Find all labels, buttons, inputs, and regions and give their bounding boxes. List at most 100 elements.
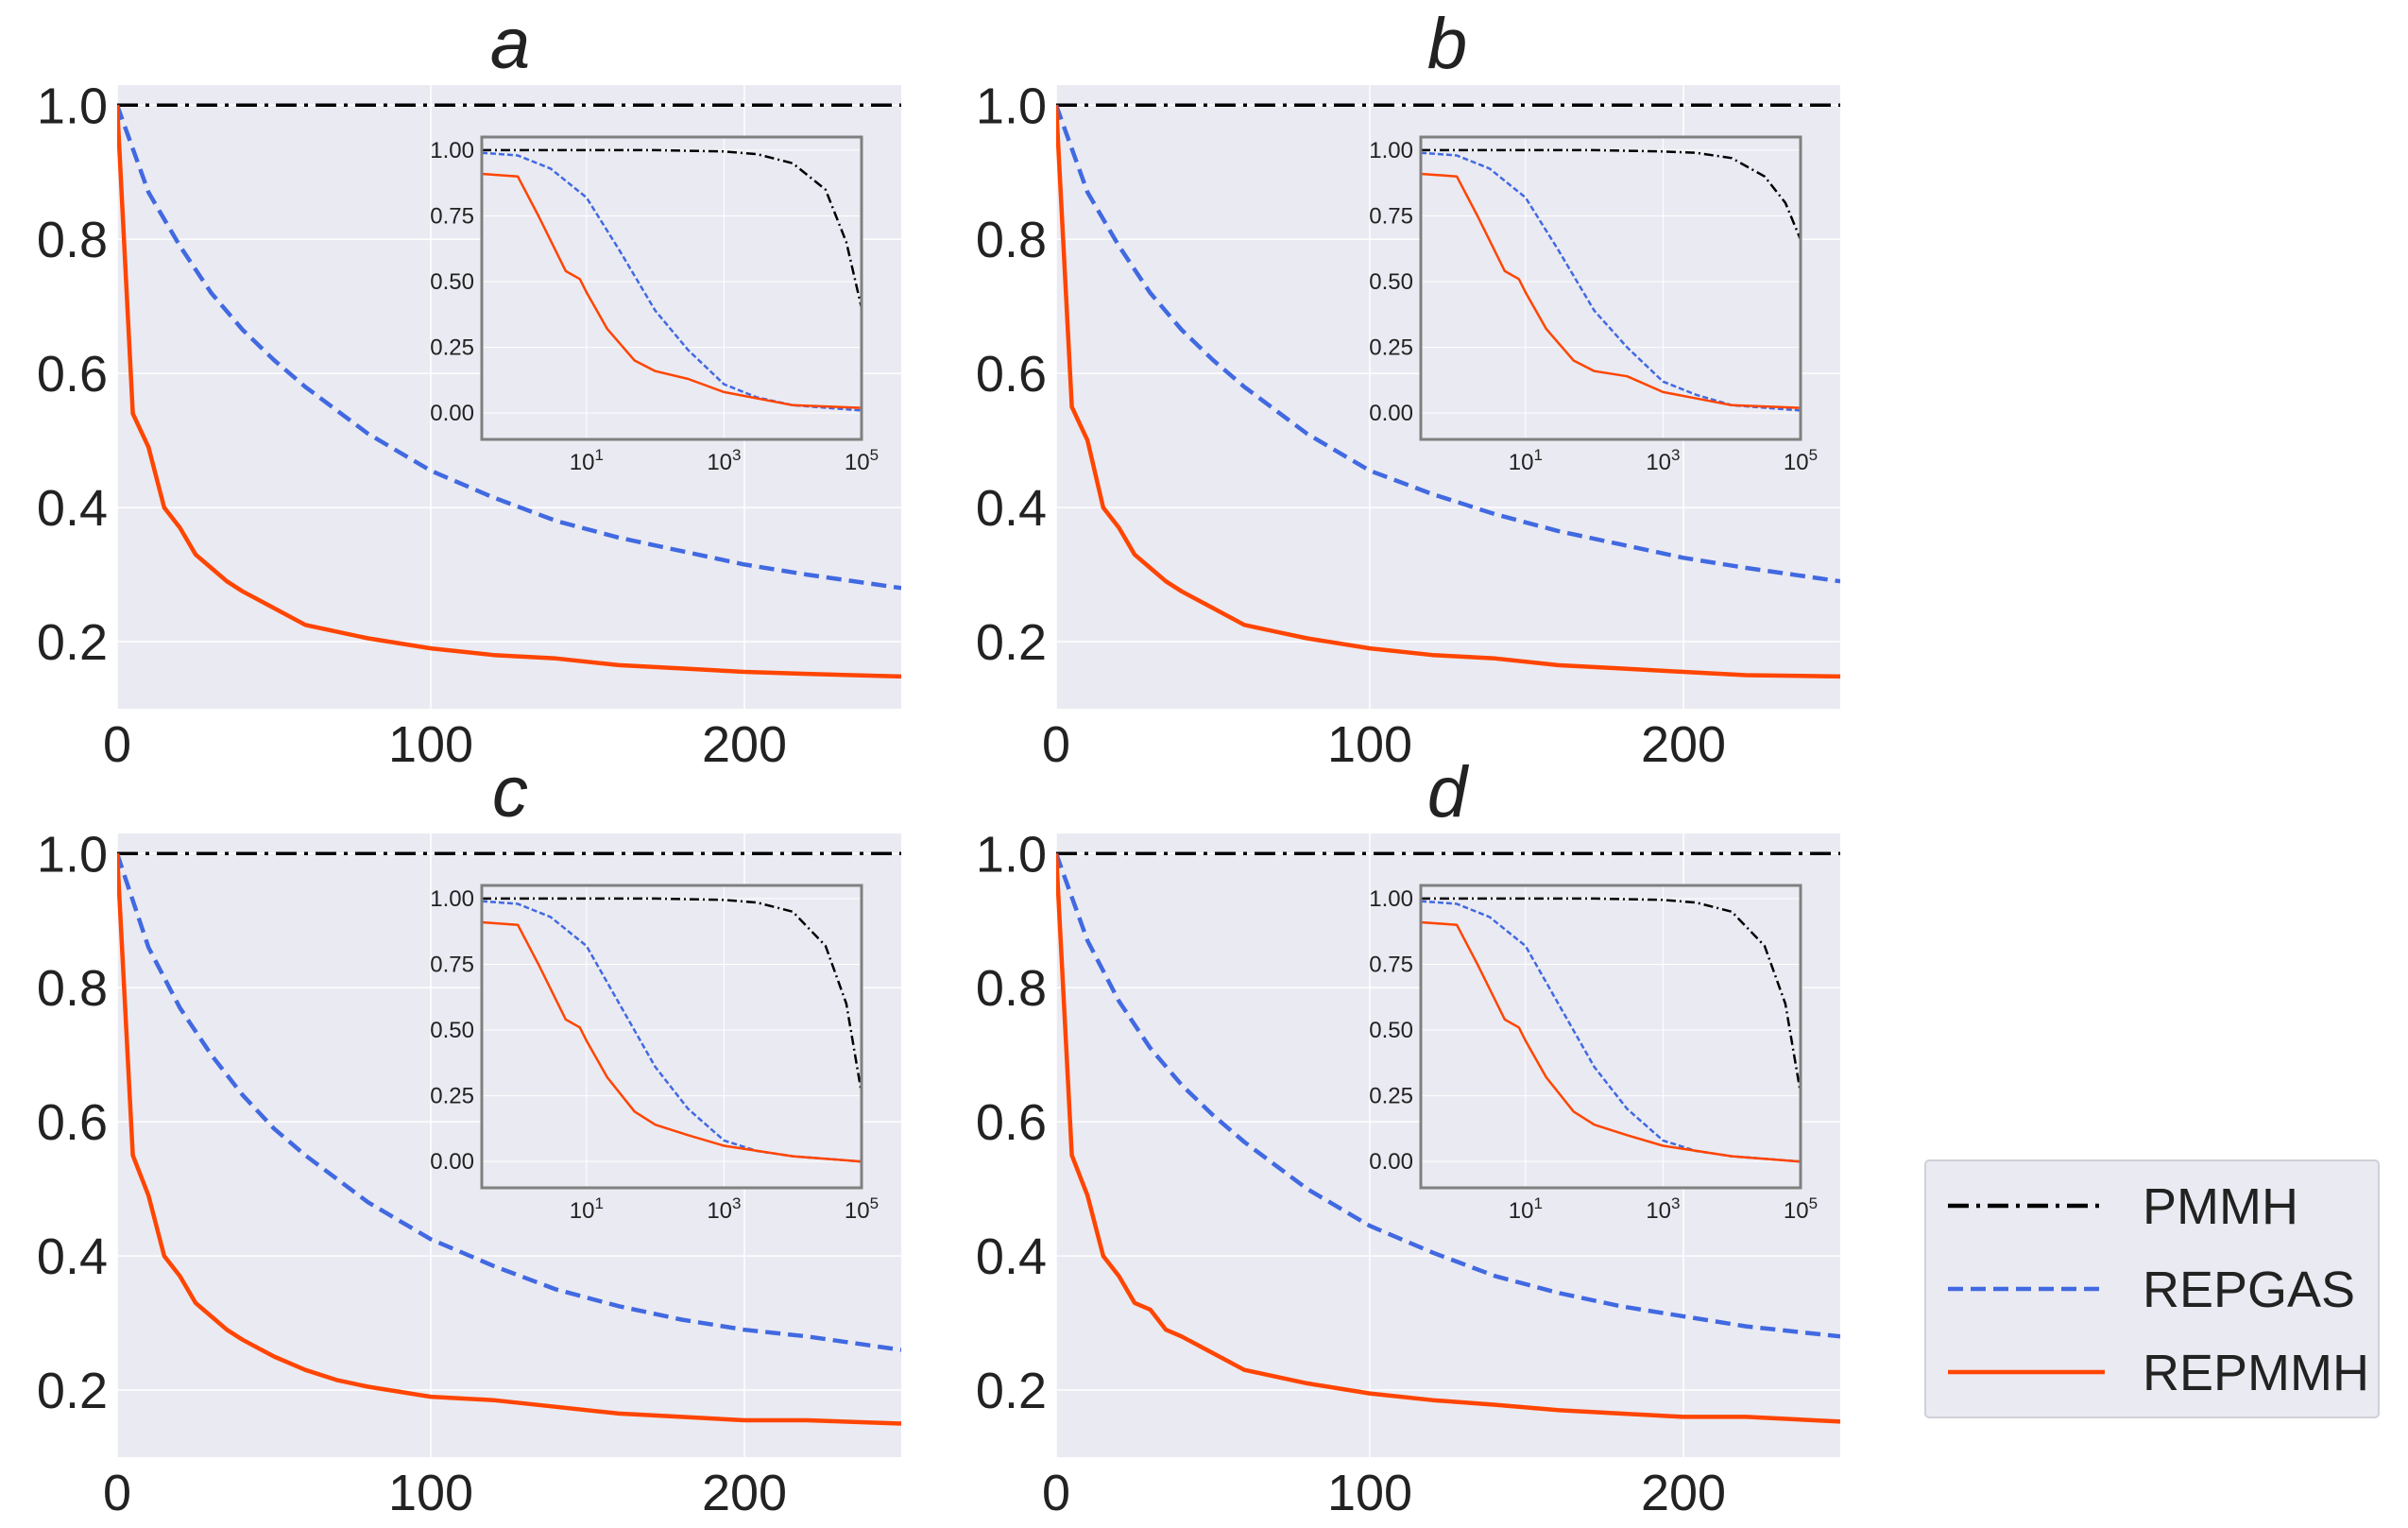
inset-y-tick-label: 0.75: [1369, 203, 1413, 229]
inset-frame: [480, 135, 863, 441]
inset-y-tick-label: 0.00: [430, 401, 474, 426]
inset-y-tick-label: 1.00: [430, 138, 474, 163]
inset-y-tick-label: 0.25: [430, 335, 474, 361]
inset-plot: 0.00 0.25 0.50 0.75 1.00 101 103 105: [1369, 884, 1818, 1224]
inset-y-tick-label: 0.00: [430, 1149, 474, 1175]
inset-x-tick-label: 103: [707, 1194, 741, 1224]
inset-plot: 0.00 0.25 0.50 0.75 1.00 101 103 105: [430, 135, 879, 475]
y-tick-label: 1.0: [976, 826, 1047, 883]
inset-y-tick-label: 0.75: [1369, 952, 1413, 977]
x-tick-label: 0: [1042, 716, 1070, 773]
inset-series-group: [482, 148, 862, 412]
y-tick-label: 0.8: [976, 960, 1047, 1017]
inset-y-tick-label: 0.25: [430, 1084, 474, 1109]
legend: PMMH REPGAS REPMMH: [1924, 1159, 2380, 1418]
inset-series-line-repmmh: [482, 920, 862, 1163]
inset-frame: [1419, 884, 1802, 1190]
y-tick-label: 0.6: [976, 1094, 1047, 1151]
x-tick-label: 200: [1641, 716, 1726, 773]
inset-x-tick-label: 101: [570, 1194, 604, 1224]
panel-a: a 0 100 200 0.2 0.4 0.6 0.8 1.0 0.00 0.25 0.50 0.75 1…: [37, 4, 901, 773]
inset-x-tick-label: 101: [1509, 446, 1543, 475]
legend-label-repgas: REPGAS: [2143, 1262, 2355, 1318]
y-tick-label: 0.6: [37, 1094, 108, 1151]
y-tick-label: 0.2: [37, 1363, 108, 1419]
inset-x-tick-label: 103: [1646, 446, 1680, 475]
legend-label-repmmh: REPMMH: [2143, 1345, 2369, 1401]
x-tick-label: 200: [1641, 1465, 1726, 1521]
inset-x-tick-label: 105: [1784, 446, 1818, 475]
inset-y-tick-label: 1.00: [1369, 886, 1413, 912]
panel-b: b 0 100 200 0.2 0.4 0.6 0.8 1.0 0.00 0.25 0.50 0.75 1…: [976, 4, 1840, 773]
inset-x-tick-label: 101: [1509, 1194, 1543, 1224]
panel-d: d 0 100 200 0.2 0.4 0.6 0.8 1.0 0.00 0.25 0.50 0.75 1…: [976, 752, 1840, 1521]
y-tick-label: 0.8: [37, 212, 108, 268]
inset-y-tick-label: 0.00: [1369, 401, 1413, 426]
inset-x-tick-label: 103: [707, 446, 741, 475]
y-tick-label: 1.0: [37, 77, 108, 134]
inset-frame: [1419, 135, 1802, 441]
x-tick-label: 0: [103, 716, 131, 773]
x-tick-label: 100: [388, 716, 473, 773]
inset-y-tick-label: 0.50: [430, 269, 474, 295]
inset-frame: [480, 884, 863, 1190]
x-tick-label: 200: [702, 716, 787, 773]
y-tick-label: 0.4: [37, 480, 108, 537]
inset-series-line-repmmh: [482, 172, 862, 409]
y-tick-label: 0.8: [37, 960, 108, 1017]
y-tick-label: 0.2: [976, 1363, 1047, 1419]
inset-plot-area: [1421, 885, 1801, 1188]
inset-series-line-repmmh: [1421, 172, 1801, 409]
inset-series-group: [482, 897, 862, 1163]
inset-plot: 0.00 0.25 0.50 0.75 1.00 101 103 105: [430, 884, 879, 1224]
inset-series-line-repmmh: [1421, 920, 1801, 1163]
series-line-repgas: [1056, 104, 1840, 584]
panel-title: a: [490, 4, 530, 84]
x-tick-label: 200: [702, 1465, 787, 1521]
y-tick-label: 0.2: [976, 614, 1047, 671]
legend-label-pmmh: PMMH: [2143, 1178, 2298, 1235]
y-tick-label: 0.4: [37, 1228, 108, 1285]
inset-y-tick-label: 0.50: [1369, 1018, 1413, 1043]
inset-series-line-pmmh: [482, 897, 862, 1094]
y-tick-label: 0.4: [976, 480, 1047, 537]
x-tick-label: 100: [1327, 716, 1412, 773]
inset-y-tick-label: 1.00: [430, 886, 474, 912]
legend-box: [1924, 1159, 2380, 1418]
inset-x-tick-label: 105: [1784, 1194, 1818, 1224]
inset-plot: 0.00 0.25 0.50 0.75 1.00 101 103 105: [1369, 135, 1818, 475]
y-tick-label: 0.2: [37, 614, 108, 671]
x-tick-label: 100: [388, 1465, 473, 1521]
inset-x-tick-label: 105: [845, 446, 879, 475]
series-line-repgas: [117, 852, 901, 1352]
inset-y-tick-label: 0.25: [1369, 335, 1413, 361]
main-series-group: [1056, 103, 1840, 679]
inset-series-line-pmmh: [1421, 148, 1801, 240]
series-line-repgas: [1056, 852, 1840, 1339]
inset-plot-area: [1421, 137, 1801, 439]
inset-y-tick-label: 0.50: [1369, 269, 1413, 295]
inset-plot-area: [482, 885, 862, 1188]
panel-c: c 0 100 200 0.2 0.4 0.6 0.8 1.0 0.00 0.25 0.50 0.75 1…: [37, 752, 901, 1521]
panel-title: b: [1427, 4, 1467, 84]
series-line-repmmh: [117, 105, 901, 679]
panel-title: c: [492, 752, 528, 833]
inset-y-tick-label: 0.75: [430, 203, 474, 229]
main-series-group: [117, 851, 901, 1426]
inset-y-tick-label: 0.50: [430, 1018, 474, 1043]
y-tick-label: 0.4: [976, 1228, 1047, 1285]
inset-x-tick-label: 105: [845, 1194, 879, 1224]
inset-x-tick-label: 101: [570, 446, 604, 475]
series-line-repmmh: [117, 853, 901, 1426]
inset-series-line-pmmh: [1421, 897, 1801, 1094]
y-tick-label: 1.0: [976, 77, 1047, 134]
main-series-group: [117, 103, 901, 679]
series-line-repgas: [117, 104, 901, 591]
x-tick-label: 0: [103, 1465, 131, 1521]
series-line-repmmh: [1056, 105, 1840, 679]
inset-y-tick-label: 0.25: [1369, 1084, 1413, 1109]
inset-y-tick-label: 1.00: [1369, 138, 1413, 163]
y-tick-label: 0.6: [37, 346, 108, 403]
inset-y-tick-label: 0.00: [1369, 1149, 1413, 1175]
